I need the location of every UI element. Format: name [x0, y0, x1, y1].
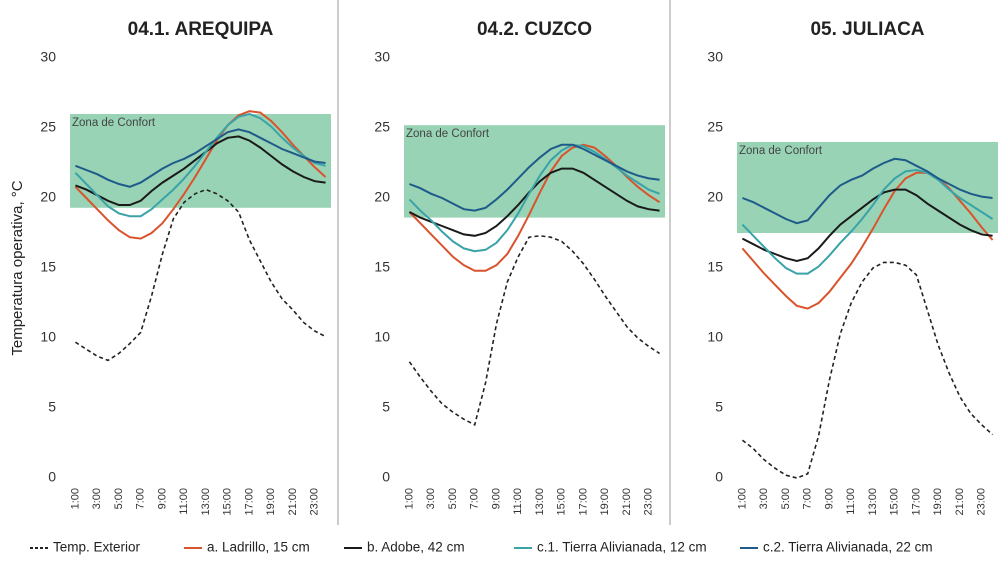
x-tick-label: 11:00 [512, 488, 524, 515]
y-tick-label: 20 [40, 189, 56, 205]
x-tick-label: 19:00 [599, 488, 611, 516]
x-tick-label: 9:00 [490, 488, 502, 509]
x-tick-label: 11:00 [845, 488, 857, 515]
series-line [741, 168, 994, 275]
y-tick-label: 15 [40, 259, 56, 275]
x-tick-label: 23:00 [976, 488, 988, 516]
series-line [408, 143, 660, 253]
x-tick-label: 15:00 [889, 488, 901, 516]
series-line [741, 188, 993, 263]
x-tick-label: 1:00 [403, 488, 415, 509]
legend-label: Temp. Exterior [53, 540, 141, 555]
x-tick-label: 1:00 [69, 488, 81, 509]
legend-label: a. Ladrillo, 15 cm [207, 540, 310, 555]
y-tick-label: 25 [374, 119, 390, 135]
x-tick-label: 7:00 [802, 488, 814, 509]
y-tick-label: 25 [40, 119, 56, 135]
legend-label: c.2. Tierra Alivianada, 22 cm [763, 540, 933, 555]
y-tick-label: 30 [40, 49, 56, 65]
y-tick-label: 0 [48, 469, 56, 485]
panel-title: 05. JULIACA [810, 19, 924, 40]
y-tick-label: 15 [374, 259, 390, 275]
series-line [75, 128, 326, 188]
x-tick-label: 21:00 [954, 488, 966, 516]
y-tick-label: 10 [707, 329, 723, 345]
y-tick-label: 30 [707, 49, 723, 65]
series-line [741, 261, 994, 479]
x-tick-label: 23:00 [309, 488, 321, 516]
y-tick-label: 20 [707, 189, 723, 205]
x-tick-label: 11:00 [178, 488, 190, 515]
x-tick-label: 13:00 [534, 488, 546, 516]
x-tick-label: 3:00 [91, 488, 103, 509]
y-tick-label: 5 [715, 399, 723, 415]
x-tick-label: 3:00 [758, 488, 770, 509]
x-tick-label: 3:00 [425, 488, 437, 509]
y-tick-label: 25 [707, 119, 723, 135]
x-tick-label: 15:00 [556, 488, 568, 516]
series-line [409, 143, 660, 212]
x-tick-label: 21:00 [621, 488, 633, 516]
series-line [408, 167, 660, 237]
series-line [74, 110, 327, 240]
y-tick-label: 20 [374, 189, 390, 205]
series-line [75, 135, 326, 206]
legend-label: b. Adobe, 42 cm [367, 540, 465, 555]
x-tick-label: 5:00 [113, 488, 125, 509]
y-tick-label: 5 [382, 399, 390, 415]
x-tick-label: 9:00 [156, 488, 168, 509]
x-tick-label: 17:00 [577, 488, 589, 516]
comfort-zone-label: Zona de Confort [72, 117, 156, 129]
comfort-zone-label: Zona de Confort [739, 145, 823, 157]
legend-label: c.1. Tierra Alivianada, 12 cm [537, 540, 707, 555]
y-tick-label: 15 [707, 259, 723, 275]
x-tick-label: 5:00 [780, 488, 792, 509]
x-tick-label: 19:00 [932, 488, 944, 516]
y-tick-label: 0 [715, 469, 723, 485]
series-line [408, 234, 660, 426]
y-tick-label: 0 [382, 469, 390, 485]
x-tick-label: 7:00 [135, 488, 147, 509]
x-tick-label: 9:00 [823, 488, 835, 509]
x-tick-label: 7:00 [469, 488, 481, 509]
x-tick-label: 17:00 [910, 488, 922, 516]
panel-title: 04.1. AREQUIPA [128, 19, 274, 40]
y-axis-label: Temperatura operativa, °C [9, 180, 26, 355]
x-tick-label: 13:00 [200, 488, 212, 516]
x-tick-label: 5:00 [447, 488, 459, 509]
x-tick-label: 15:00 [222, 488, 234, 516]
y-tick-label: 10 [374, 329, 390, 345]
series-line [74, 112, 326, 218]
x-tick-label: 21:00 [287, 488, 299, 516]
y-tick-label: 10 [40, 329, 56, 345]
x-tick-label: 17:00 [243, 488, 255, 516]
series-line [75, 188, 326, 362]
x-tick-label: 1:00 [736, 488, 748, 509]
x-tick-label: 19:00 [265, 488, 277, 516]
comfort-zone-label: Zona de Confort [406, 128, 490, 140]
x-tick-label: 13:00 [867, 488, 879, 516]
panel-title: 04.2. CUZCO [477, 19, 592, 40]
y-tick-label: 30 [374, 49, 390, 65]
x-tick-label: 23:00 [643, 488, 655, 516]
series-line [742, 157, 993, 225]
y-tick-label: 5 [48, 399, 56, 415]
